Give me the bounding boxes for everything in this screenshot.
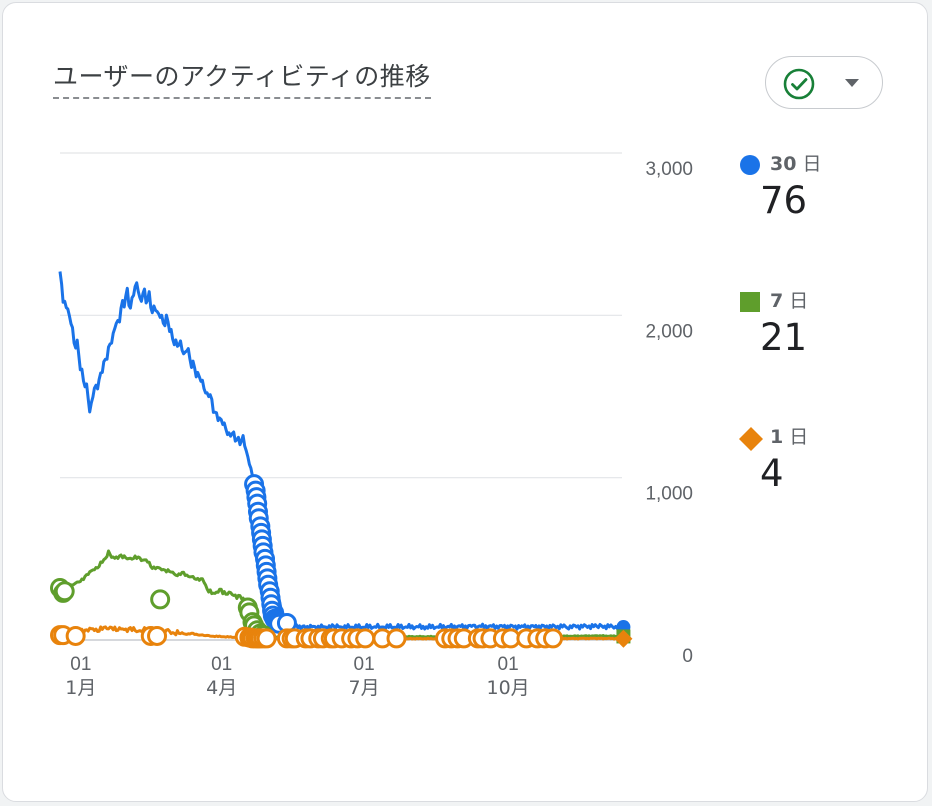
- x-tick-day: 01: [354, 654, 375, 675]
- x-tick-day: 01: [70, 654, 91, 675]
- y-tick-label: 3,000: [645, 159, 693, 180]
- legend-marker-diamond: [739, 427, 763, 451]
- chart-lines: [58, 271, 625, 641]
- anomaly-point: [386, 628, 407, 649]
- series-line: [58, 271, 625, 631]
- anomaly-point: [150, 589, 171, 610]
- legend-label-unit: 日: [789, 290, 809, 312]
- legend-label-unit: 日: [802, 153, 822, 175]
- x-tick-month: 1月: [65, 677, 96, 699]
- series-end-point: [614, 629, 633, 648]
- chart-anomaly-markers: [50, 474, 633, 649]
- y-tick-label: 2,000: [645, 321, 693, 342]
- check-circle-icon: [783, 68, 815, 100]
- x-tick-day: 01: [211, 654, 232, 675]
- x-tick-day: 01: [498, 654, 519, 675]
- legend-value: 21: [760, 316, 808, 359]
- anomaly-point: [256, 628, 277, 649]
- comparison-picker[interactable]: [765, 56, 883, 109]
- anomaly-point: [355, 628, 376, 649]
- anomaly-point: [147, 625, 168, 646]
- caret-down-icon: [845, 79, 859, 87]
- anomaly-point: [543, 628, 564, 649]
- legend-value: 4: [760, 452, 784, 495]
- x-tick-month: 7月: [349, 677, 380, 699]
- y-tick-label: 1,000: [645, 484, 693, 505]
- x-tick-month: 4月: [206, 677, 237, 699]
- chart-gridlines: [60, 152, 622, 641]
- legend-label-count: 7: [770, 290, 784, 312]
- legend-label-count: 30: [770, 153, 797, 175]
- y-tick-label: 0: [682, 646, 693, 667]
- x-tick-month: 10月: [487, 677, 530, 699]
- legend-value: 76: [760, 179, 808, 222]
- anomaly-point: [54, 581, 75, 602]
- legend-label-count: 1: [770, 426, 784, 448]
- anomaly-point: [65, 625, 86, 646]
- legend-marker-square: [740, 292, 760, 312]
- legend-marker-circle: [740, 155, 760, 175]
- card-title[interactable]: ユーザーのアクティビティの推移: [53, 57, 431, 99]
- legend-label-unit: 日: [789, 426, 809, 448]
